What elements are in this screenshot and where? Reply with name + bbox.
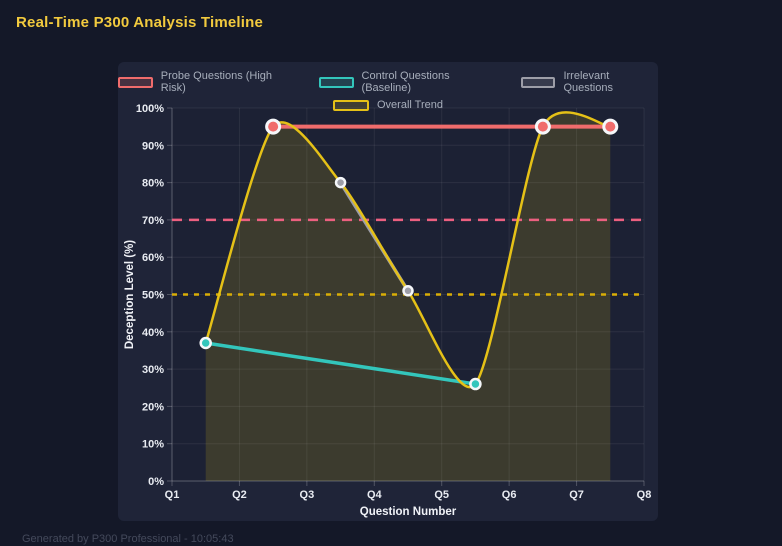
svg-text:80%: 80% xyxy=(142,178,164,190)
svg-text:90%: 90% xyxy=(142,140,164,152)
legend-item-3[interactable]: Overall Trend xyxy=(332,99,444,111)
legend-label: Overall Trend xyxy=(376,99,444,111)
legend-swatch-icon xyxy=(520,76,556,88)
svg-text:Q3: Q3 xyxy=(300,489,315,501)
svg-text:30%: 30% xyxy=(142,364,164,376)
chart-canvas[interactable]: 0% 10% 20% 30% 40% 50% 60% 70% 80% 90% 100% Q1 Q2 Q3 Q… xyxy=(118,62,658,521)
legend-label: Probe Questions (High Risk) xyxy=(160,70,273,94)
svg-text:40%: 40% xyxy=(142,327,164,339)
page-title: Real-Time P300 Analysis Timeline xyxy=(16,14,264,31)
svg-text:100%: 100% xyxy=(136,103,164,115)
svg-text:70%: 70% xyxy=(142,215,164,227)
legend-label: Irrelevant Questions xyxy=(563,70,613,94)
chart-panel: Probe Questions (High Risk) Control Quest… xyxy=(118,62,658,521)
svg-text:Q5: Q5 xyxy=(434,489,449,501)
svg-text:50%: 50% xyxy=(142,290,164,302)
legend-swatch-icon xyxy=(318,76,354,88)
legend-item-1[interactable]: Control Questions (Baseline) xyxy=(318,70,497,94)
legend-item-2[interactable]: Irrelevant Questions xyxy=(520,70,658,94)
svg-text:Q4: Q4 xyxy=(367,489,383,501)
legend-item-0[interactable]: Probe Questions (High Risk) xyxy=(118,70,295,94)
svg-text:Question Number: Question Number xyxy=(360,506,457,518)
svg-text:Q1: Q1 xyxy=(165,489,180,501)
legend-row: Overall Trend xyxy=(332,99,444,111)
legend-swatch-icon xyxy=(332,99,369,111)
svg-text:Q6: Q6 xyxy=(502,489,517,501)
svg-text:Deception Level (%): Deception Level (%) xyxy=(124,240,136,349)
legend-swatch-icon xyxy=(118,76,153,88)
svg-text:60%: 60% xyxy=(142,252,164,264)
svg-text:Q8: Q8 xyxy=(637,489,652,501)
legend-label: Control Questions (Baseline) xyxy=(361,70,450,94)
legend: Probe Questions (High Risk) Control Quest… xyxy=(118,70,658,111)
svg-text:Q2: Q2 xyxy=(232,489,247,501)
footer-note: Generated by P300 Professional - 10:05:4… xyxy=(22,533,234,545)
svg-text:10%: 10% xyxy=(142,439,164,451)
legend-row: Probe Questions (High Risk) Control Quest… xyxy=(118,70,658,94)
svg-text:20%: 20% xyxy=(142,401,164,413)
svg-text:Q7: Q7 xyxy=(569,489,584,501)
svg-text:0%: 0% xyxy=(148,476,164,488)
